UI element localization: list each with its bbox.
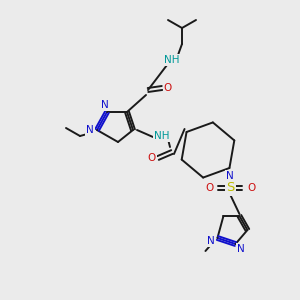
Text: N: N — [101, 100, 109, 110]
Text: NH: NH — [154, 131, 170, 141]
Text: O: O — [148, 153, 156, 163]
Text: N: N — [237, 244, 244, 254]
Text: O: O — [164, 83, 172, 93]
Text: NH: NH — [164, 55, 180, 65]
Text: O: O — [247, 183, 256, 193]
Text: N: N — [226, 171, 233, 181]
Text: N: N — [86, 125, 94, 135]
Text: N: N — [207, 236, 214, 246]
Text: S: S — [226, 182, 235, 194]
Text: O: O — [205, 183, 214, 193]
